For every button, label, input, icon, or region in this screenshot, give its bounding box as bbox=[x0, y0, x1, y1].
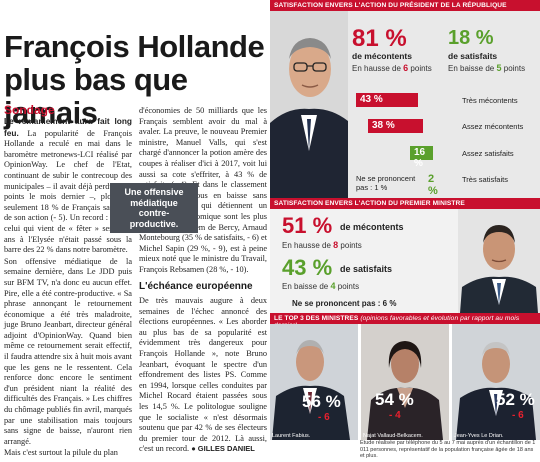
pm-photo bbox=[458, 209, 540, 313]
infographic: SATISFACTION ENVERS L'ACTION DU PRÉSIDEN… bbox=[270, 0, 540, 462]
minister-1-pct: 56 % bbox=[302, 392, 341, 411]
president-mecontents-trend: En hausse de 6 points bbox=[352, 63, 432, 73]
minister-card-2: 54 % - 4 Najat Vallaud-Belkacem. bbox=[361, 324, 449, 440]
pm-mecontents-label: de mécontents bbox=[340, 222, 404, 232]
minister-3-name: Jean-Yves Le Drian. bbox=[454, 433, 504, 439]
top3-band: LE TOP 3 DES MINISTRES (opinions favorab… bbox=[270, 313, 540, 329]
pm-mecontents-value: 51 % bbox=[282, 213, 333, 238]
pm-satisfaits-value: 43 % bbox=[282, 255, 333, 280]
pm-mecontents-trend: En hausse de 8 points bbox=[282, 240, 362, 250]
minister-card-1: 56 % - 6 Laurent Fabius. bbox=[270, 324, 358, 440]
article-column-1: Le remaniement aura fait long feu. La po… bbox=[4, 116, 132, 460]
survey-note: Etude réalisée par téléphone du 5 au 7 m… bbox=[360, 440, 536, 460]
president-satisfaits-trend: En baisse de 5 points bbox=[448, 63, 526, 73]
president-satisfaits-value: 18 % bbox=[448, 27, 494, 49]
pm-block: 51 % de mécontents En hausse de 8 points… bbox=[270, 209, 540, 313]
president-bar-label-4: Très satisfaits bbox=[462, 175, 508, 184]
minister-1-delta: - 6 bbox=[318, 412, 330, 423]
president-bar-4: 2 % bbox=[428, 173, 438, 197]
president-bar-2: 38 % bbox=[368, 119, 424, 133]
president-nsp: Ne se prononcent pas : 1 % bbox=[356, 174, 416, 192]
president-mecontents-value: 81 % bbox=[352, 25, 407, 52]
minister-2-delta: - 4 bbox=[389, 410, 401, 421]
kicker: Sondage bbox=[4, 103, 55, 117]
pm-satisfaits-label: de satisfaits bbox=[340, 264, 393, 274]
president-mecontents-label: de mécontents bbox=[352, 51, 412, 61]
article-paragraph-2: Son offensive médiatique de la semaine d… bbox=[4, 256, 132, 446]
pm-band: SATISFACTION ENVERS L'ACTION DU PREMIER … bbox=[270, 198, 540, 209]
pull-quote: Une offensive médiatique contre-producti… bbox=[110, 183, 198, 233]
article-lead: Le remaniement aura fait long feu. bbox=[4, 116, 132, 138]
president-photo bbox=[270, 11, 348, 198]
president-bar-3: 16 % bbox=[410, 146, 434, 169]
article: François Hollande plus bas que jamais So… bbox=[4, 29, 267, 460]
minister-3-pct: 52 % bbox=[496, 390, 535, 409]
minister-3-delta: - 6 bbox=[512, 410, 524, 421]
article-paragraph-3: Mais c'est surtout la pilule du plan bbox=[4, 448, 118, 458]
president-bar-label-3: Assez satisfaits bbox=[462, 149, 514, 158]
president-bar-label-2: Assez mécontents bbox=[462, 122, 524, 131]
article-column-2: d'économies de 50 milliards que les Fran… bbox=[139, 106, 267, 456]
article-paragraph-1: La popularité de François Hollande a rec… bbox=[4, 128, 132, 255]
president-band: SATISFACTION ENVERS L'ACTION DU PRÉSIDEN… bbox=[270, 0, 540, 11]
president-satisfaits-label: de satisfaits bbox=[448, 51, 498, 61]
president-bar-1: 43 % bbox=[356, 93, 419, 107]
headline: François Hollande plus bas que jamais bbox=[4, 29, 265, 130]
minister-card-3: 52 % - 6 Jean-Yves Le Drian. bbox=[452, 324, 540, 440]
pm-satisfaits-trend: En baisse de 4 points bbox=[282, 281, 360, 291]
minister-2-name: Najat Vallaud-Belkacem. bbox=[363, 433, 423, 439]
president-block: 81 % de mécontents En hausse de 6 points… bbox=[270, 11, 540, 198]
minister-2-pct: 54 % bbox=[375, 390, 414, 409]
article-paragraph-5: De très mauvais augure à deux semaines d… bbox=[139, 296, 267, 454]
article-signature: ● GILLES DANIEL bbox=[191, 444, 255, 454]
top3-block: 56 % - 6 Laurent Fabius. 54 % - 4 Najat … bbox=[270, 324, 540, 462]
pm-nsp: Ne se prononcent pas : 6 % bbox=[292, 299, 397, 308]
article-paragraph-4: d'économies de 50 milliards que les Fran… bbox=[139, 106, 267, 274]
president-bar-label-1: Très mécontents bbox=[462, 96, 518, 105]
minister-1-name: Laurent Fabius. bbox=[272, 433, 311, 439]
article-subhead: L'échéance européenne bbox=[139, 280, 253, 292]
